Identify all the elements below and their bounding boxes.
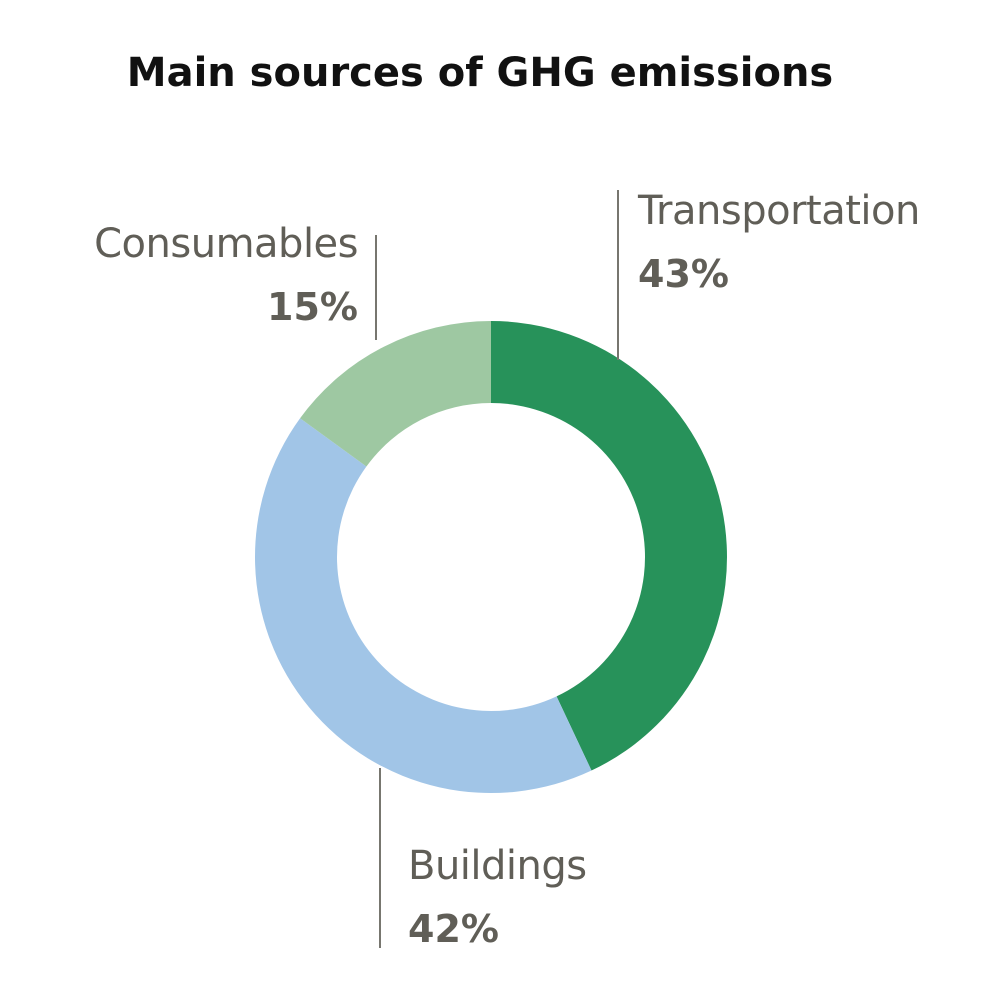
transportation-slice	[491, 321, 727, 771]
consumables-slice	[300, 321, 491, 467]
buildings-leader-line	[379, 768, 381, 948]
buildings-slice	[255, 418, 592, 793]
transportation-label: Transportation	[638, 188, 920, 234]
buildings-label: Buildings	[408, 843, 587, 889]
consumables-label: Consumables	[94, 221, 358, 267]
consumables-percent: 15%	[267, 285, 358, 329]
chart-title: Main sources of GHG emissions	[126, 50, 834, 96]
transportation-leader-line	[617, 190, 619, 360]
consumables-leader-line	[375, 235, 377, 340]
transportation-percent: 43%	[638, 252, 729, 296]
buildings-percent: 42%	[408, 907, 499, 951]
